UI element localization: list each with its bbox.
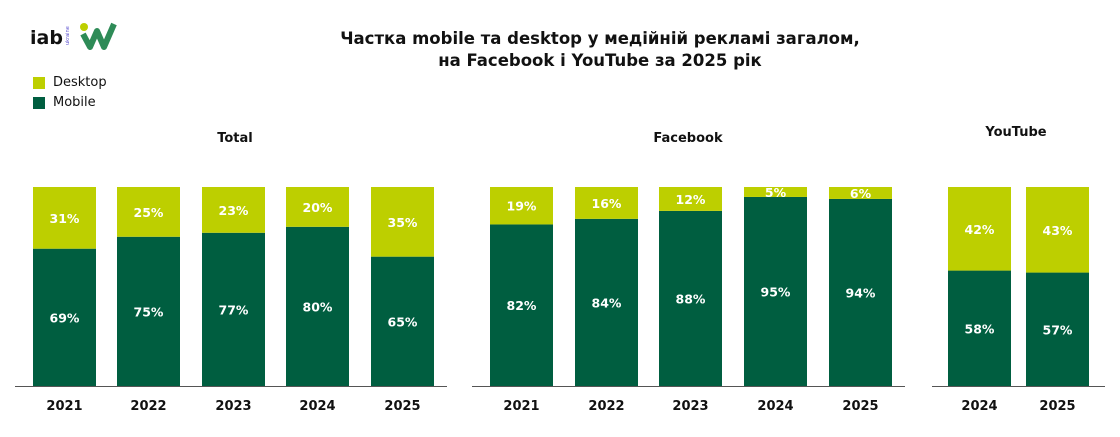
svg-text:iab: iab [30,27,63,49]
bar-desktop-facebook-2023 [659,187,722,211]
x-tick-label: 2022 [588,399,624,414]
x-tick-label: 2025 [384,399,420,414]
panel-title-total: Total [217,131,253,146]
legend-item-desktop: Desktop [33,75,107,90]
bar-mobile-facebook-2022 [575,218,638,386]
data-label-desktop: 20% [303,200,333,215]
data-label-mobile: 57% [1043,322,1073,337]
bar-desktop-facebook-2024 [744,187,807,197]
x-tick-label: 2025 [1039,399,1075,414]
x-tick-label: 2021 [503,399,539,414]
data-label-mobile: 80% [303,299,333,314]
data-label-desktop: 19% [507,199,537,214]
bar-mobile-total-2024 [286,226,349,386]
x-tick-label: 2024 [961,399,997,414]
data-label-desktop: 5% [765,185,787,200]
x-tick-label: 2023 [215,399,251,414]
data-label-desktop: 35% [388,215,418,230]
legend-label-mobile: Mobile [53,95,96,110]
bar-desktop-facebook-2022 [575,187,638,219]
bar-mobile-facebook-2024 [744,196,807,386]
bar-mobile-total-2023 [202,232,265,386]
bar-mobile-youtube-2024 [948,270,1011,386]
data-label-mobile: 75% [134,304,164,319]
bar-mobile-facebook-2023 [659,210,722,386]
bar-mobile-facebook-2025 [829,198,892,386]
data-label-mobile: 94% [846,285,876,300]
bar-desktop-facebook-2025 [829,187,892,199]
legend-swatch-mobile [33,96,45,109]
bar-desktop-facebook-2021 [490,187,553,225]
data-label-mobile: 77% [219,302,249,317]
data-label-desktop: 42% [965,222,995,237]
x-tick-label: 2024 [757,399,793,414]
data-label-mobile: 65% [388,314,418,329]
data-label-mobile: 58% [965,321,995,336]
legend-swatch-desktop [33,76,45,89]
data-label-mobile: 95% [761,284,791,299]
bar-desktop-total-2022 [117,187,180,237]
bar-mobile-total-2025 [371,256,434,386]
data-label-desktop: 6% [850,186,872,201]
data-label-desktop: 43% [1043,223,1073,238]
legend-item-mobile: Mobile [33,95,96,110]
chart-title-line1: Частка mobile та desktop у медійній рекл… [340,29,860,48]
bar-desktop-youtube-2025 [1026,187,1089,273]
panel-title-facebook: Facebook [653,131,723,146]
bar-mobile-total-2021 [33,248,96,386]
svg-text:ukraine: ukraine [65,26,71,45]
bar-mobile-total-2022 [117,236,180,386]
data-label-desktop: 25% [134,205,164,220]
data-label-mobile: 84% [592,295,622,310]
x-tick-label: 2025 [842,399,878,414]
bar-mobile-youtube-2025 [1026,272,1089,386]
bar-mobile-facebook-2021 [490,224,553,386]
bar-desktop-youtube-2024 [948,187,1011,271]
x-tick-label: 2023 [672,399,708,414]
x-tick-label: 2021 [46,399,82,414]
data-label-mobile: 69% [50,310,80,325]
data-label-mobile: 82% [507,298,537,313]
bar-desktop-total-2024 [286,187,349,227]
data-label-desktop: 16% [592,196,622,211]
x-tick-label: 2024 [299,399,335,414]
data-label-desktop: 12% [676,192,706,207]
iab-ukraine-logo: iab ukraine [30,18,125,54]
chart-title-line2: на Facebook і YouTube за 2025 рік [438,51,762,70]
data-label-desktop: 23% [219,203,249,218]
bar-desktop-total-2021 [33,187,96,249]
data-label-mobile: 88% [676,291,706,306]
panel-title-youtube: YouTube [984,125,1046,140]
data-label-desktop: 31% [50,211,80,226]
bar-desktop-total-2023 [202,187,265,233]
bar-desktop-total-2025 [371,187,434,257]
x-tick-label: 2022 [130,399,166,414]
legend-label-desktop: Desktop [53,75,107,90]
